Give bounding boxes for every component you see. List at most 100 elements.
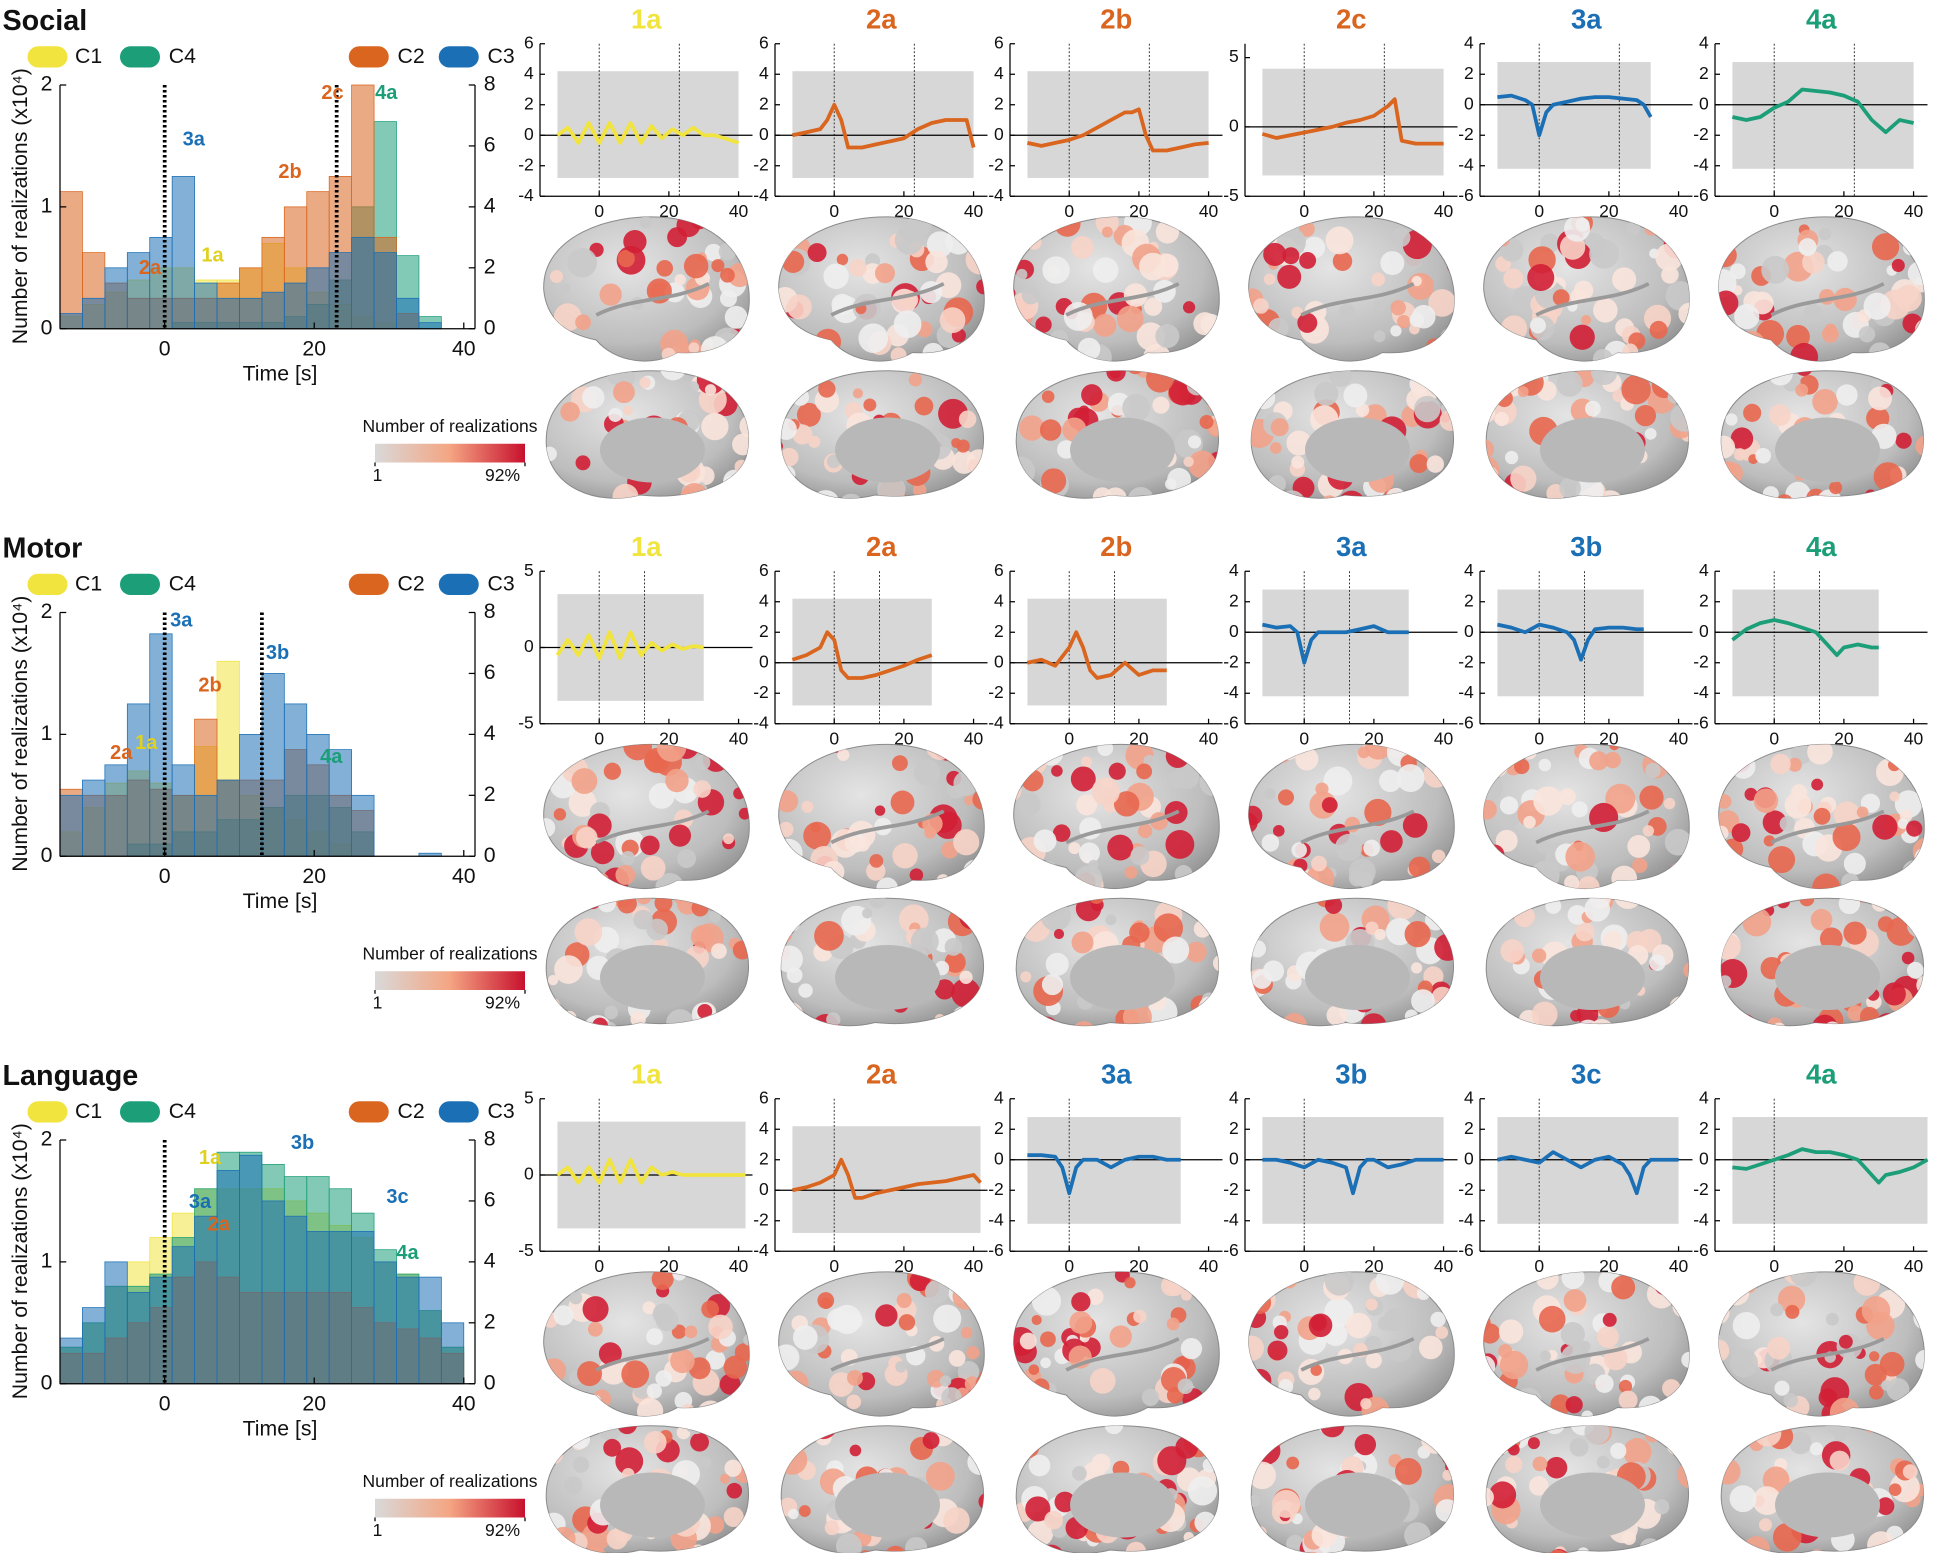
- y2-tick-label: 6: [484, 1188, 496, 1212]
- brain-patch: [1567, 496, 1592, 499]
- medial-wall: [1775, 1472, 1880, 1538]
- brain-patch: [1269, 442, 1282, 454]
- brain-patch: [575, 455, 591, 471]
- brain-patch: [1719, 349, 1744, 362]
- x-tick-label: 40: [1904, 1256, 1924, 1276]
- brain-patch: [1194, 1511, 1217, 1534]
- x-tick-label: 20: [302, 864, 326, 888]
- brain-patch: [1397, 315, 1411, 329]
- legend-swatch: [27, 46, 68, 68]
- y-tick-label: 4: [524, 63, 534, 83]
- brain-patch: [1207, 1286, 1220, 1310]
- legend-label: C3: [487, 572, 514, 596]
- brain-patch: [1198, 996, 1219, 1020]
- brain-patch: [1486, 466, 1498, 483]
- brain-patch: [803, 821, 832, 850]
- brain-patch: [1248, 758, 1259, 772]
- brain-patch: [1730, 427, 1754, 450]
- brain-patch: [1655, 243, 1683, 272]
- brain-patch: [1278, 1379, 1294, 1394]
- brain-patch: [1013, 243, 1018, 255]
- brain-patch: [697, 1003, 713, 1019]
- brain-patch: [1282, 1013, 1307, 1026]
- brain-patch: [1165, 744, 1190, 768]
- brain-patch: [1880, 898, 1900, 907]
- brain-patch: [1784, 791, 1812, 819]
- brain-patch: [701, 412, 729, 441]
- histogram-bar: [418, 1276, 442, 1385]
- brain-patch: [644, 750, 665, 772]
- brain-patch: [1678, 302, 1690, 325]
- brain-patch: [1385, 487, 1406, 499]
- brain-patch: [1248, 843, 1251, 855]
- brain-patch: [1677, 1393, 1690, 1413]
- brain-patch: [967, 1449, 984, 1476]
- brain-patch: [677, 849, 697, 868]
- brain-patch: [1251, 1461, 1277, 1490]
- histogram-bar: [373, 1261, 397, 1385]
- brain-patch: [1889, 791, 1900, 802]
- brain-patch: [1483, 1271, 1506, 1286]
- brain-patch: [723, 469, 746, 493]
- brain-patch: [1648, 493, 1662, 499]
- brain-patch: [1418, 488, 1431, 499]
- brain-patch: [622, 405, 633, 416]
- brain-patch: [1498, 904, 1511, 916]
- brain-patch: [1882, 982, 1906, 1006]
- legend-label: C4: [169, 572, 196, 596]
- x-tick-label: 20: [1834, 1256, 1854, 1276]
- brain-patch: [1077, 337, 1101, 361]
- brain-patch: [1755, 447, 1771, 464]
- brain-patch: [1829, 1450, 1850, 1471]
- brain-patch: [1611, 865, 1638, 889]
- brain-patch: [1364, 1335, 1382, 1353]
- brain-patch: [1761, 255, 1790, 284]
- brain-patch: [1682, 1278, 1690, 1296]
- brain-patch: [1091, 777, 1120, 806]
- x-tick-label: 40: [1199, 1256, 1219, 1276]
- brain-patch: [652, 1303, 674, 1325]
- legend-swatch: [348, 1101, 389, 1123]
- brain-patch: [633, 909, 653, 930]
- brain-patch: [1139, 252, 1167, 281]
- brain-patch: [1173, 763, 1200, 790]
- brain-patch: [1743, 403, 1762, 422]
- brain-patch: [923, 1425, 943, 1432]
- y-tick-label: 4: [1699, 560, 1709, 580]
- brain-patch: [1144, 297, 1163, 316]
- brain-patch: [733, 787, 746, 800]
- brain-patch: [947, 1425, 972, 1438]
- brain-patch: [1902, 859, 1925, 885]
- brain-patch: [1825, 1312, 1839, 1326]
- brain-patch: [890, 347, 907, 362]
- histogram-bar: [216, 1170, 240, 1385]
- brain-patch: [589, 1394, 602, 1407]
- y-tick-label: -2: [753, 154, 769, 174]
- y-tick-label: -2: [1693, 1179, 1709, 1199]
- mean-curve: [1496, 1150, 1679, 1196]
- brain-patch: [720, 267, 735, 283]
- brain-patch: [688, 342, 700, 354]
- brain-patch: [1490, 1434, 1511, 1455]
- legend-label: C3: [487, 1099, 514, 1123]
- brain-patch: [1371, 272, 1386, 287]
- brain-patch: [1151, 493, 1163, 499]
- brain-patch: [732, 469, 749, 493]
- histogram-bar: [82, 1307, 106, 1385]
- brain-patch: [711, 943, 727, 959]
- brain-patch: [732, 940, 749, 960]
- brain-patch: [1515, 1387, 1542, 1414]
- brain-patch: [737, 916, 749, 937]
- brain-patch: [1819, 927, 1843, 951]
- brain-patch: [951, 437, 962, 449]
- brain-patch: [964, 794, 975, 806]
- brain-patch: [798, 216, 818, 235]
- brain-patch: [1329, 370, 1352, 387]
- subplot-title: 2b: [1100, 4, 1132, 35]
- brain-patch: [724, 1459, 742, 1477]
- brain-patch: [1042, 256, 1070, 284]
- brain-patch: [1863, 292, 1891, 320]
- brain-patch: [546, 744, 573, 768]
- brain-patch: [1507, 1443, 1520, 1456]
- mean-curve: [1496, 622, 1644, 662]
